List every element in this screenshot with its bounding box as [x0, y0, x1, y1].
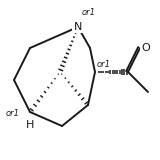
Text: O: O: [142, 43, 150, 53]
Text: or1: or1: [82, 8, 96, 16]
Text: H: H: [26, 120, 34, 130]
Text: N: N: [74, 22, 82, 32]
Text: or1: or1: [6, 108, 20, 117]
Text: or1: or1: [97, 60, 111, 68]
